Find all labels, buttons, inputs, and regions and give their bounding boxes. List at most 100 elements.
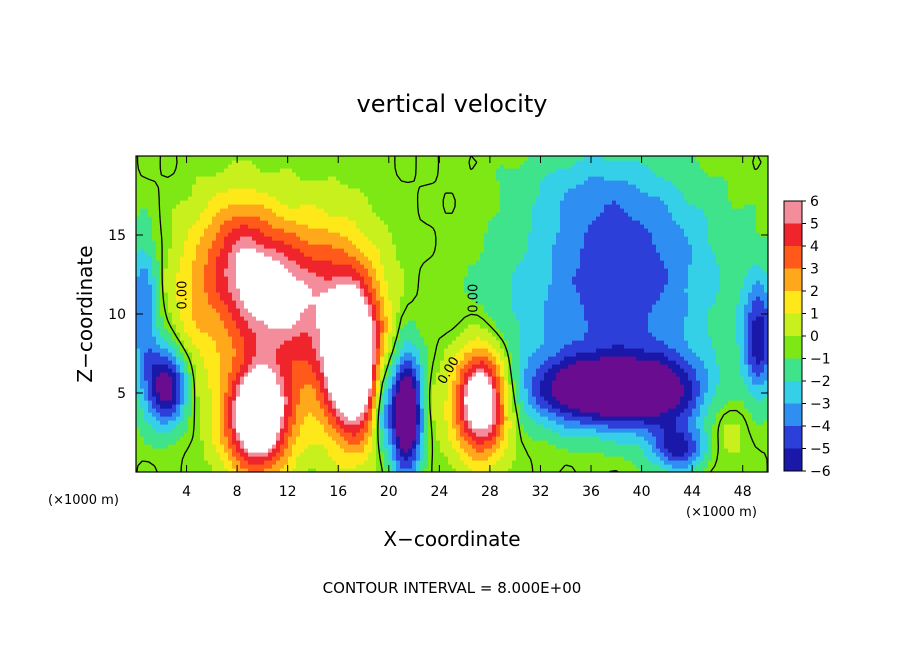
heatmap-cell xyxy=(188,340,193,345)
heatmap-cell xyxy=(256,164,261,169)
heatmap-cell xyxy=(304,304,309,309)
heatmap-cell xyxy=(260,400,265,405)
heatmap-cell xyxy=(212,368,217,373)
heatmap-cell xyxy=(280,372,285,377)
heatmap-cell xyxy=(164,288,169,293)
heatmap-cell xyxy=(164,216,169,221)
heatmap-cell xyxy=(316,200,321,205)
heatmap-cell xyxy=(300,368,305,373)
heatmap-cell xyxy=(156,352,161,357)
heatmap-cell xyxy=(144,180,149,185)
heatmap-cell xyxy=(348,252,353,257)
heatmap-cell xyxy=(208,292,213,297)
heatmap-cell xyxy=(276,376,281,381)
heatmap-cell xyxy=(196,292,201,297)
heatmap-cell xyxy=(148,376,153,381)
heatmap-cell xyxy=(160,184,165,189)
heatmap-cell xyxy=(204,400,209,405)
heatmap-cell xyxy=(180,308,185,313)
heatmap-cell xyxy=(288,232,293,237)
heatmap-cell xyxy=(256,208,261,213)
heatmap-cell xyxy=(368,364,373,369)
heatmap-cell xyxy=(240,364,245,369)
heatmap-cell xyxy=(300,236,305,241)
heatmap-cell xyxy=(348,192,353,197)
heatmap-cell xyxy=(160,160,165,165)
heatmap-cell xyxy=(196,228,201,233)
heatmap-cell xyxy=(228,420,233,425)
heatmap-cell xyxy=(380,280,385,285)
heatmap-cell xyxy=(176,396,181,401)
heatmap-cell xyxy=(180,428,185,433)
heatmap-cell xyxy=(268,276,273,281)
heatmap-cell xyxy=(312,392,317,397)
heatmap-cell xyxy=(324,404,329,409)
heatmap-cell xyxy=(244,300,249,305)
heatmap-cell xyxy=(164,160,169,165)
heatmap-cell xyxy=(188,164,193,169)
heatmap-cell xyxy=(188,404,193,409)
heatmap-cell xyxy=(284,244,289,249)
heatmap-cell xyxy=(368,420,373,425)
heatmap-cell xyxy=(272,208,277,213)
heatmap-cell xyxy=(348,460,353,465)
heatmap-cell xyxy=(384,204,389,209)
heatmap-cell xyxy=(160,344,165,349)
heatmap-cell xyxy=(340,348,345,353)
heatmap-cell xyxy=(292,292,297,297)
heatmap-cell xyxy=(384,432,389,437)
heatmap-cell xyxy=(268,356,273,361)
heatmap-cell xyxy=(200,320,205,325)
heatmap-cell xyxy=(220,248,225,253)
heatmap-cell xyxy=(220,424,225,429)
heatmap-cell xyxy=(368,356,373,361)
heatmap-cell xyxy=(212,408,217,413)
heatmap-cell xyxy=(380,304,385,309)
heatmap-cell xyxy=(240,444,245,449)
heatmap-cell xyxy=(228,280,233,285)
heatmap-cell xyxy=(284,416,289,421)
heatmap-cell xyxy=(348,280,353,285)
heatmap-cell xyxy=(292,432,297,437)
heatmap-cell xyxy=(152,176,157,181)
heatmap-cell xyxy=(348,376,353,381)
heatmap-cell xyxy=(372,316,377,321)
heatmap-cell xyxy=(300,192,305,197)
heatmap-cell xyxy=(244,376,249,381)
heatmap-cell xyxy=(184,408,189,413)
heatmap-cell xyxy=(320,160,325,165)
heatmap-cell xyxy=(308,256,313,261)
heatmap-cell xyxy=(216,216,221,221)
heatmap-cell xyxy=(336,448,341,453)
heatmap-cell xyxy=(356,364,361,369)
heatmap-cell xyxy=(380,212,385,217)
heatmap-cell xyxy=(304,340,309,345)
heatmap-cell xyxy=(236,176,241,181)
heatmap-cell xyxy=(168,388,173,393)
heatmap-cell xyxy=(388,440,393,445)
heatmap-cell xyxy=(332,236,337,241)
heatmap-cell xyxy=(192,164,197,169)
heatmap-cell xyxy=(280,444,285,449)
heatmap-cell xyxy=(284,300,289,305)
heatmap-cell xyxy=(224,404,229,409)
heatmap-cell xyxy=(368,256,373,261)
heatmap-cell xyxy=(168,416,173,421)
heatmap-cell xyxy=(188,276,193,281)
heatmap-cell xyxy=(384,316,389,321)
heatmap-cell xyxy=(184,276,189,281)
heatmap-cell xyxy=(232,468,237,472)
heatmap-cell xyxy=(156,284,161,289)
heatmap-cell xyxy=(208,428,213,433)
heatmap-cell xyxy=(224,268,229,273)
heatmap-cell xyxy=(296,324,301,329)
heatmap-cell xyxy=(308,428,313,433)
heatmap-cell xyxy=(384,212,389,217)
heatmap-cell xyxy=(184,348,189,353)
heatmap-cell xyxy=(256,256,261,261)
heatmap-cell xyxy=(160,444,165,449)
heatmap-cell xyxy=(304,348,309,353)
heatmap-cell xyxy=(244,208,249,213)
heatmap-cell xyxy=(332,296,337,301)
heatmap-cell xyxy=(356,172,361,177)
